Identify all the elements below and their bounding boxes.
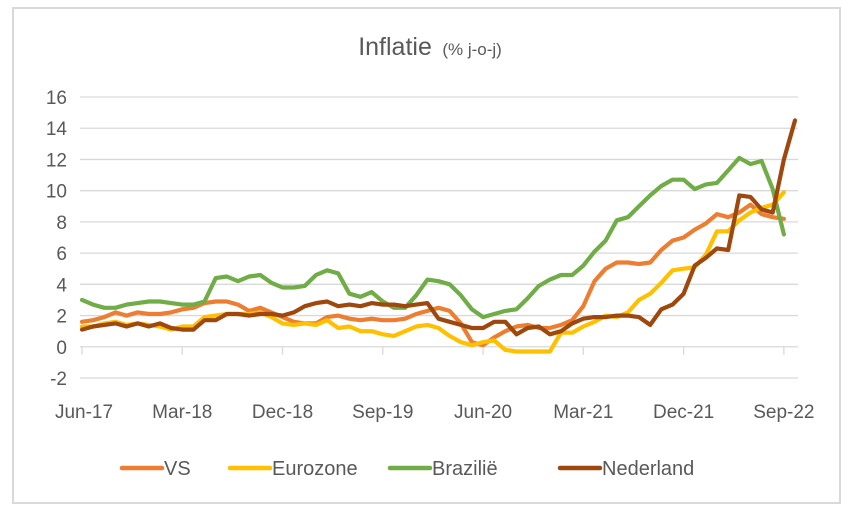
y-tick-label: 2	[56, 307, 67, 328]
y-tick-label: 12	[46, 150, 67, 171]
y-axis-tick-labels: -2 0 2 4 6 8 10 12 14 16	[46, 88, 68, 390]
series-line-vs	[79, 202, 787, 348]
y-tick-label: 14	[46, 119, 68, 140]
y-tick-label: 0	[56, 338, 67, 359]
legend-item-brazilië: Brazilië	[387, 458, 498, 480]
y-tick-label: -2	[50, 369, 67, 390]
x-tick-label: Mar-18	[152, 402, 212, 423]
x-tick-label: Dec-21	[653, 402, 714, 423]
chart-title: Inflatie (% j-o-j)	[358, 33, 502, 61]
x-tick-label: Jun-20	[454, 402, 512, 423]
series-line-eurozone	[79, 190, 787, 354]
legend-item-vs: VS	[119, 458, 191, 480]
chart-title-main: Inflatie	[358, 33, 432, 61]
chart-title-group: Inflatie (% j-o-j)	[358, 33, 502, 61]
x-tick-label: Mar-21	[553, 402, 613, 423]
x-tick-label: Jun-17	[55, 402, 113, 423]
y-tick-label: 8	[56, 213, 67, 234]
legend: VS Eurozone Brazilië Nederland	[119, 458, 694, 480]
legend-item-eurozone: Eurozone	[227, 458, 358, 480]
x-axis	[80, 346, 798, 355]
x-tick-label: Dec-18	[252, 402, 313, 423]
x-tick-label: Sep-22	[753, 402, 814, 423]
series-line-nederland	[79, 118, 798, 337]
y-tick-label: 4	[56, 275, 67, 296]
y-tick-label: 6	[56, 244, 67, 265]
series-lines	[79, 118, 798, 354]
series-line-brazilië	[79, 155, 787, 320]
chart-subtitle: (% j-o-j)	[442, 40, 502, 59]
legend-label: VS	[164, 458, 191, 480]
x-axis-tick-labels: Jun-17 Mar-18 Dec-18 Sep-19 Jun-20 Mar-21 Dec-…	[55, 402, 815, 423]
legend-label: Eurozone	[272, 458, 358, 480]
y-tick-label: 10	[46, 182, 67, 203]
x-tick-label: Sep-19	[352, 402, 413, 423]
legend-label: Brazilië	[432, 458, 498, 480]
legend-item-nederland: Nederland	[557, 458, 694, 480]
legend-label: Nederland	[602, 458, 694, 480]
gridlines	[80, 96, 798, 379]
y-tick-label: 16	[46, 88, 67, 109]
